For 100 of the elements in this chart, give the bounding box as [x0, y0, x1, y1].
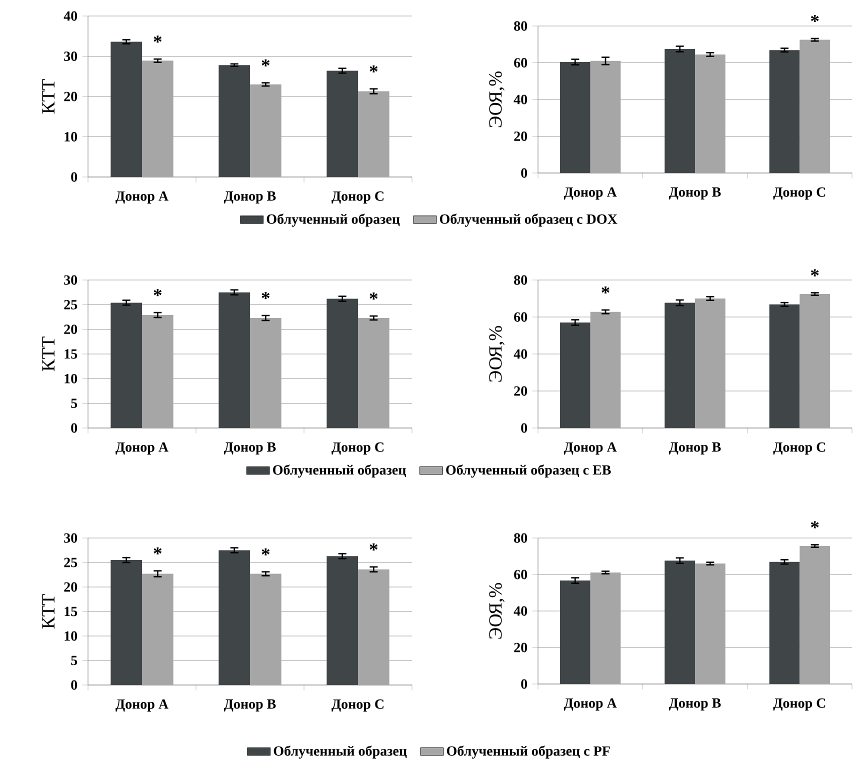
bar: [560, 62, 590, 173]
y-tick-label: 80: [514, 533, 528, 543]
y-tick-label: 20: [514, 642, 528, 652]
annotation: *: [154, 36, 162, 43]
y-tick-label: 5: [71, 656, 78, 666]
bar: [695, 54, 726, 173]
y-tick-label: 80: [514, 275, 528, 285]
y-axis-title: ЭОЯ,%: [489, 582, 504, 639]
y-axis-title: ЭОЯ,%: [489, 326, 504, 382]
y-tick-label: 15: [64, 349, 78, 359]
annotation: *: [810, 269, 819, 276]
bar: [326, 556, 358, 686]
x-tick-label: Донор A: [564, 187, 617, 200]
bar: [358, 569, 390, 686]
y-tick-label: 30: [64, 533, 78, 543]
y-tick-label: 60: [514, 58, 528, 68]
bar: [800, 40, 830, 173]
annotation: *: [370, 543, 378, 550]
annotation: *: [810, 521, 819, 528]
bar: [110, 302, 142, 428]
bar: [358, 318, 390, 428]
y-tick-label: 10: [64, 132, 78, 142]
legend-label: Облученный образец: [273, 464, 406, 478]
y-tick-label: 0: [521, 423, 528, 433]
bar: [110, 42, 142, 177]
x-tick-label: Донор C: [332, 442, 384, 455]
bar: [218, 550, 250, 686]
bar: [218, 292, 250, 428]
y-tick-label: 40: [514, 94, 528, 104]
x-tick-label: Донор C: [332, 191, 384, 204]
x-tick-label: Донор C: [773, 698, 826, 711]
bar: [218, 65, 250, 177]
y-tick-label: 0: [521, 168, 528, 178]
annotation: *: [262, 292, 270, 300]
x-tick-label: Донор C: [332, 699, 384, 712]
x-tick-label: Донор B: [224, 442, 276, 455]
x-tick-label: Донор A: [116, 699, 168, 712]
annotation: *: [262, 59, 270, 66]
y-tick-label: 0: [521, 679, 528, 689]
annotation: *: [154, 547, 162, 554]
bar: [590, 572, 621, 684]
x-tick-label: Донор C: [773, 442, 826, 455]
x-tick-label: Донор B: [668, 187, 721, 200]
x-tick-label: Донор A: [564, 698, 617, 711]
y-tick-label: 40: [514, 606, 528, 616]
y-tick-label: 40: [64, 11, 78, 21]
bar: [590, 312, 621, 428]
y-tick-label: 60: [514, 570, 528, 580]
y-axis-title: КТТ: [42, 336, 54, 372]
legend-label: Облученный образец с EB: [446, 464, 611, 478]
bar: [250, 84, 282, 177]
bar: [142, 315, 174, 428]
bar: [142, 60, 174, 177]
y-tick-label: 20: [64, 92, 78, 102]
bar: [769, 304, 800, 428]
y-tick-label: 60: [514, 312, 528, 322]
annotation: *: [262, 548, 270, 556]
annotation: *: [602, 286, 610, 294]
bar: [664, 302, 696, 428]
bar: [800, 294, 830, 428]
bar: [800, 546, 830, 684]
y-tick-label: 0: [71, 172, 78, 182]
y-tick-label: 30: [64, 52, 78, 61]
bar: [142, 574, 174, 686]
annotation: *: [370, 65, 378, 72]
annotation: *: [154, 289, 162, 296]
legend-label: Облученный образец с DOX: [440, 214, 618, 227]
legend-label: Облученный образец: [266, 214, 400, 227]
y-tick-label: 25: [64, 300, 78, 310]
y-tick-label: 30: [64, 275, 78, 285]
y-axis-title: КТТ: [42, 79, 54, 114]
y-tick-label: 25: [64, 558, 78, 568]
bar: [358, 91, 390, 177]
x-tick-label: Донор A: [116, 191, 168, 204]
x-tick-label: Донор B: [224, 191, 276, 204]
bar: [664, 560, 696, 684]
legend-label: Облученный образец: [274, 746, 407, 759]
annotation: *: [370, 292, 378, 300]
bar: [695, 298, 726, 428]
bar: [326, 70, 358, 177]
y-tick-label: 20: [64, 582, 78, 592]
y-tick-label: 40: [514, 349, 528, 359]
x-tick-label: Донор A: [116, 442, 168, 455]
annotation: *: [810, 15, 819, 22]
y-tick-label: 80: [514, 21, 528, 31]
x-tick-label: Донор B: [668, 698, 721, 711]
bar: [560, 580, 590, 684]
legend-label: Облученный образец с PF: [446, 746, 610, 759]
bar: [769, 562, 800, 684]
x-tick-label: Донор B: [224, 699, 276, 712]
bar: [560, 322, 590, 428]
x-tick-label: Донор B: [668, 442, 721, 455]
y-tick-label: 20: [64, 324, 78, 334]
bar: [695, 564, 726, 684]
bar: [769, 50, 800, 173]
bar: [664, 48, 696, 173]
y-axis-title: КТТ: [42, 594, 54, 629]
bar: [326, 298, 358, 428]
y-tick-label: 10: [64, 374, 78, 384]
y-tick-label: 0: [71, 423, 78, 433]
